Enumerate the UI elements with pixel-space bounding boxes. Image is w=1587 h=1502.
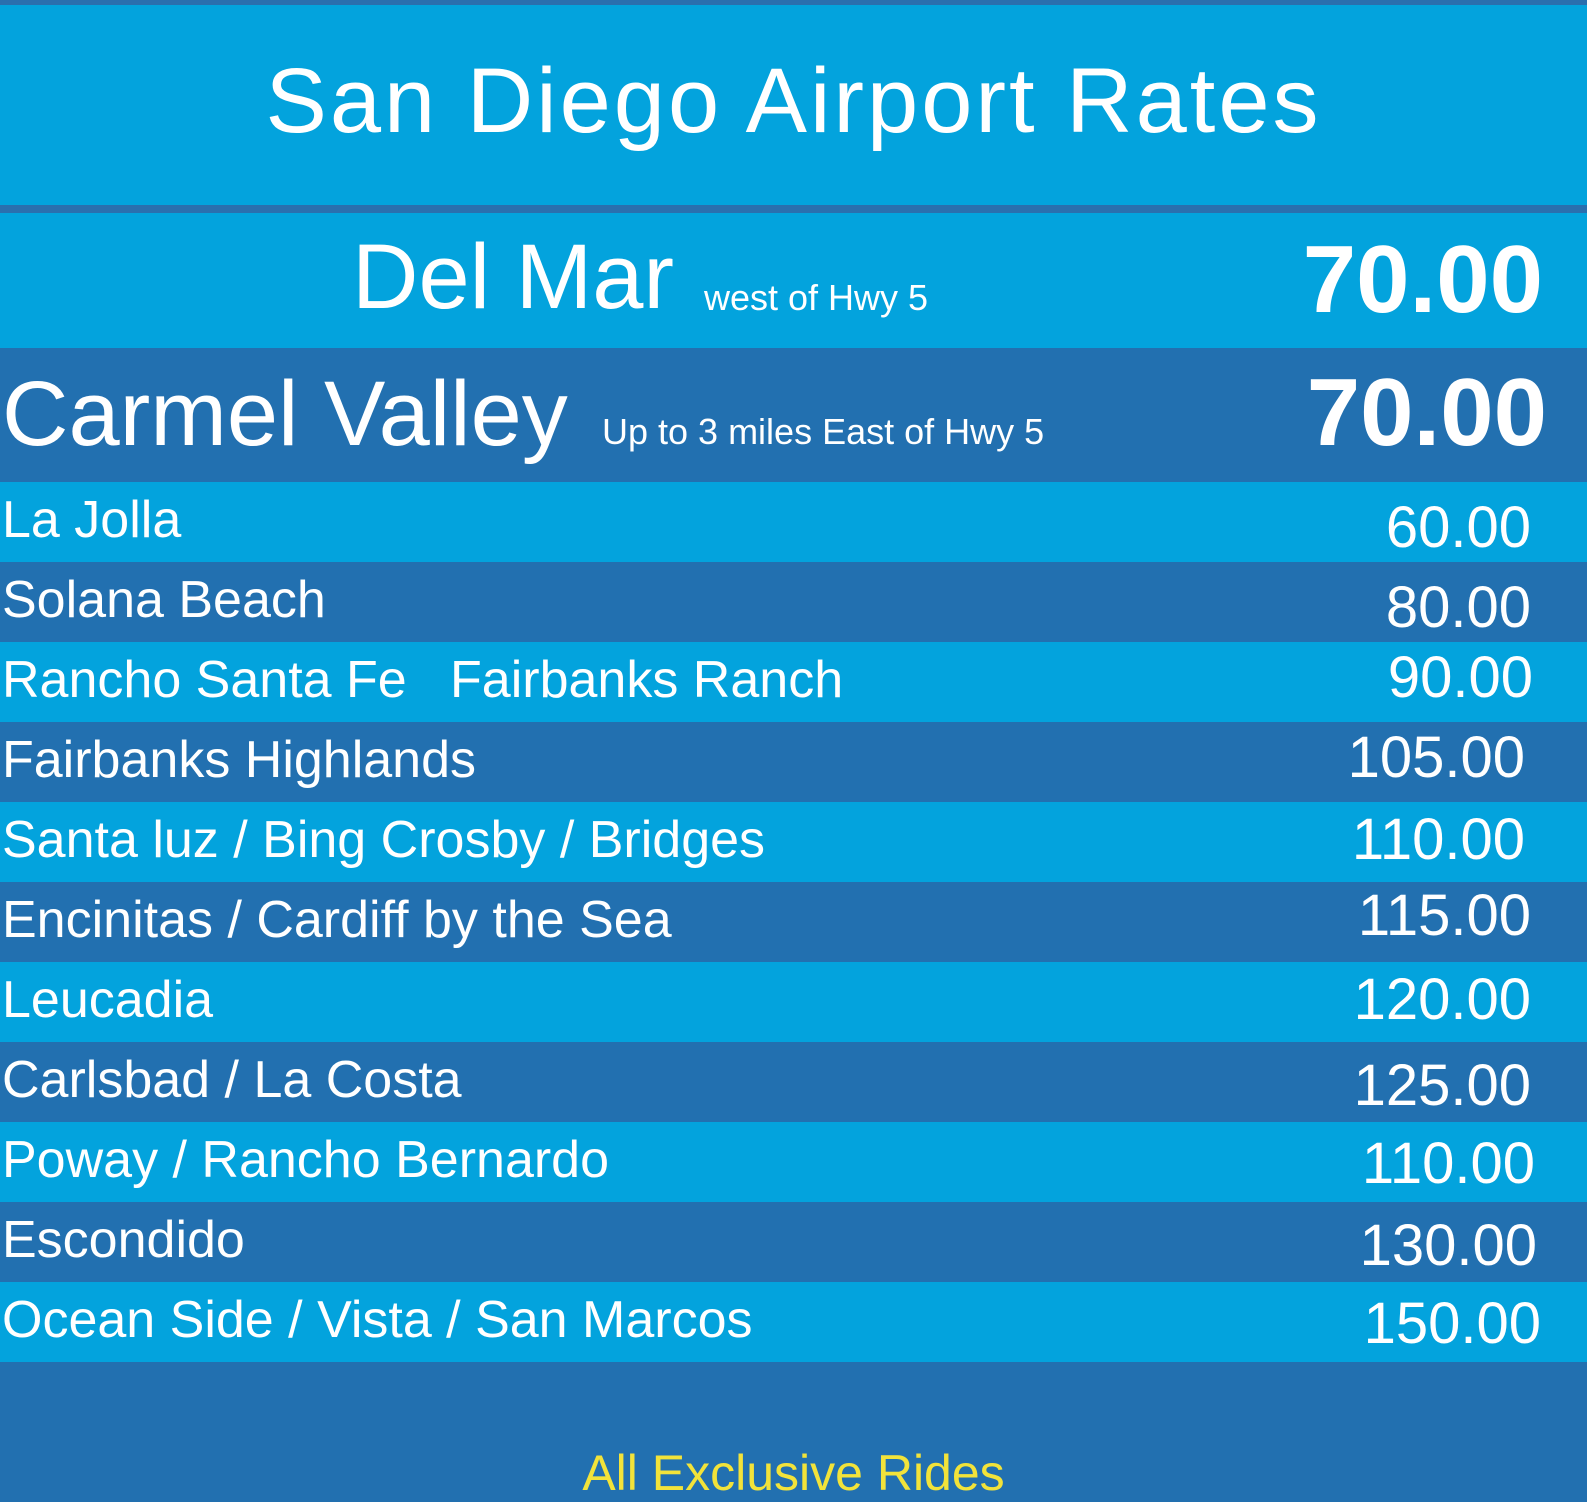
destination-price: 125.00 bbox=[1353, 1053, 1531, 1118]
destination-name: Escondido bbox=[2, 1211, 245, 1269]
featured-destination-name: Del Mar bbox=[352, 226, 675, 328]
rate-row: Poway / Rancho Bernardo 110.00 bbox=[0, 1122, 1587, 1202]
destination-price: 130.00 bbox=[1359, 1213, 1537, 1278]
top-border bbox=[0, 0, 1587, 5]
destination-price: 150.00 bbox=[1363, 1291, 1541, 1356]
destination-name: Solana Beach bbox=[2, 571, 326, 629]
rate-row: Santa luz / Bing Crosby / Bridges 110.00 bbox=[0, 802, 1587, 882]
rate-row: Carlsbad / La Costa 125.00 bbox=[0, 1042, 1587, 1122]
destination-name: Fairbanks Highlands bbox=[2, 731, 477, 789]
rate-row: Leucadia 120.00 bbox=[0, 962, 1587, 1042]
destination-name: Rancho Santa Fe Fairbanks Ranch bbox=[2, 651, 844, 709]
destination-name: Santa luz / Bing Crosby / Bridges bbox=[2, 811, 766, 869]
destination-price: 115.00 bbox=[1357, 883, 1531, 948]
featured-row-carmel-valley: Carmel Valley Up to 3 miles East of Hwy … bbox=[0, 348, 1587, 482]
destination-price: 110.00 bbox=[1351, 807, 1525, 872]
featured-destination-price: 70.00 bbox=[1306, 359, 1547, 466]
rate-row: Rancho Santa Fe Fairbanks Ranch 90.00 bbox=[0, 642, 1587, 722]
rate-row: Encinitas / Cardiff by the Sea 115.00 bbox=[0, 882, 1587, 962]
header-banner: San Diego Airport Rates bbox=[0, 5, 1587, 205]
destination-name: Encinitas / Cardiff by the Sea bbox=[2, 891, 672, 949]
rate-row: Solana Beach 80.00 bbox=[0, 562, 1587, 642]
featured-row-del-mar: Del Mar west of Hwy 5 70.00 bbox=[0, 213, 1587, 348]
rate-row: Escondido 130.00 bbox=[0, 1202, 1587, 1282]
destination-price: 90.00 bbox=[1387, 645, 1533, 710]
featured-destination-note: west of Hwy 5 bbox=[704, 277, 929, 318]
featured-destination-price: 70.00 bbox=[1302, 226, 1543, 333]
destination-name: Leucadia bbox=[2, 971, 214, 1029]
destination-price: 105.00 bbox=[1347, 725, 1525, 790]
rate-row: La Jolla 60.00 bbox=[0, 482, 1587, 562]
rate-row: Ocean Side / Vista / San Marcos 150.00 bbox=[0, 1282, 1587, 1362]
rate-row: Fairbanks Highlands 105.00 bbox=[0, 722, 1587, 802]
featured-destination-name: Carmel Valley bbox=[2, 363, 568, 465]
destination-price: 120.00 bbox=[1353, 967, 1531, 1032]
featured-destination-note: Up to 3 miles East of Hwy 5 bbox=[602, 411, 1045, 452]
page-title: San Diego Airport Rates bbox=[265, 49, 1322, 152]
destination-name: Ocean Side / Vista / San Marcos bbox=[2, 1291, 753, 1349]
header-divider bbox=[0, 205, 1587, 213]
destination-price: 60.00 bbox=[1385, 495, 1531, 560]
destination-name: Carlsbad / La Costa bbox=[2, 1051, 462, 1109]
footer-tagline: All Exclusive Rides bbox=[582, 1445, 1005, 1501]
destination-price: 80.00 bbox=[1385, 575, 1531, 640]
footer: All Exclusive Rides bbox=[0, 1362, 1587, 1501]
destination-name: Poway / Rancho Bernardo bbox=[2, 1131, 610, 1189]
destination-name: La Jolla bbox=[2, 491, 182, 549]
destination-price: 110.00 bbox=[1361, 1131, 1535, 1196]
